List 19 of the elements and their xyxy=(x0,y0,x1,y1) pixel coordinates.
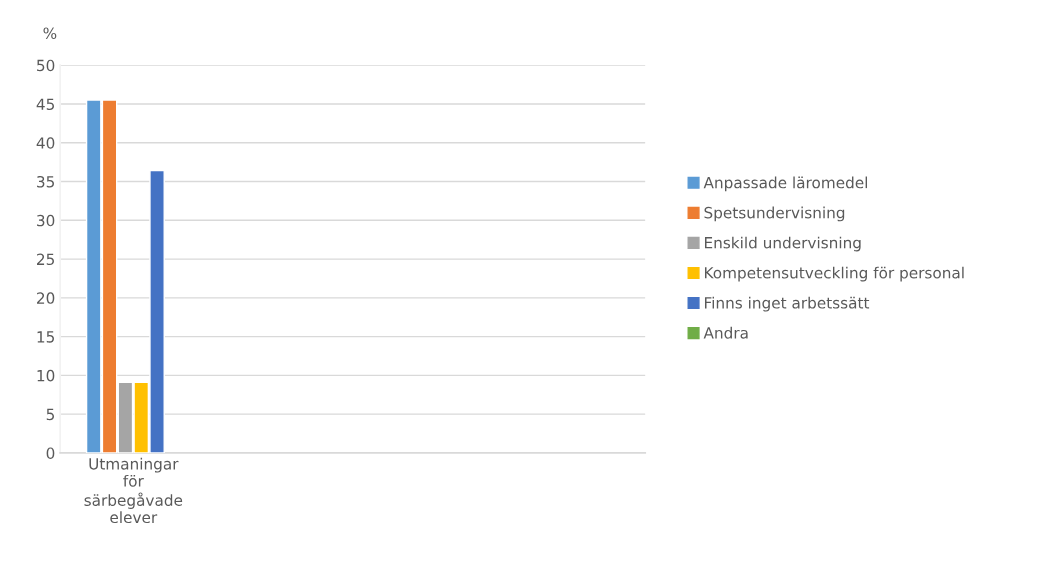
y-tick-label: 25 xyxy=(37,253,54,266)
y-tick-label: 0 xyxy=(46,447,55,459)
legend-label: Finns inget arbetssätt xyxy=(704,296,870,312)
y-axis-title: % xyxy=(43,27,57,39)
legend-label: Enskild undervisning xyxy=(704,236,861,252)
y-tick-label: 45 xyxy=(36,98,54,110)
y-tick-label: 20 xyxy=(37,292,55,304)
y-tick-label: 10 xyxy=(37,369,55,382)
x-tick-label: Utmaningar för särbegåvade elever xyxy=(84,457,183,524)
y-tick-label: 50 xyxy=(37,59,55,72)
legend-label: Kompetensutveckling för personal xyxy=(704,266,964,282)
legend-label: Andra xyxy=(703,326,748,339)
y-tick-label: 40 xyxy=(36,137,55,149)
y-tick-label: 35 xyxy=(37,175,54,188)
y-tick-label: 15 xyxy=(37,331,54,343)
y-tick-label: 5 xyxy=(46,408,54,421)
y-tick-label: 30 xyxy=(37,214,55,227)
legend-label: Spetsundervisning xyxy=(704,206,845,222)
legend-label: Anpassade läromedel xyxy=(703,176,868,192)
